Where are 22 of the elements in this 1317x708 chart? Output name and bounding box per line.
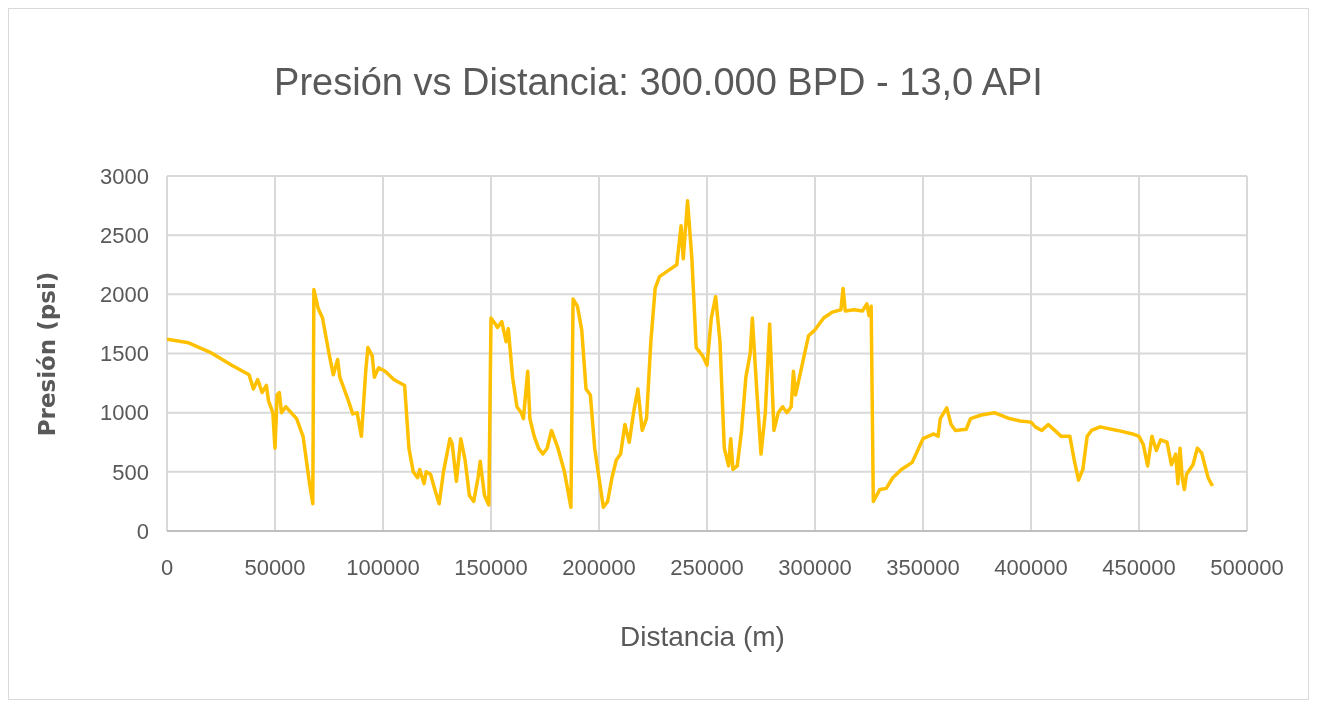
x-tick-label: 450000 [1102, 554, 1176, 580]
chart-title: Presión vs Distancia: 300.000 BPD - 13,0 API [273, 61, 1044, 104]
x-tick-label: 500000 [1210, 554, 1284, 580]
line-series [167, 199, 1215, 510]
x-axis-title: Distancia (m) [619, 621, 786, 653]
x-tick-label: 350000 [886, 554, 960, 580]
y-tick-label: 500 [112, 459, 149, 485]
x-tick-label: 100000 [346, 554, 420, 580]
y-tick-label: 1000 [100, 400, 149, 426]
x-tick-label: 50000 [244, 554, 306, 580]
y-tick-label: 2000 [100, 282, 149, 308]
x-tick-label: 150000 [454, 554, 528, 580]
x-tick-label: 0 [160, 554, 174, 580]
y-tick-label: 1500 [100, 341, 149, 367]
y-axis-title: Presión (psi) [34, 271, 60, 437]
y-tick-label: 2500 [100, 222, 149, 248]
x-tick-label: 300000 [778, 554, 852, 580]
x-tick-label: 250000 [670, 554, 744, 580]
y-tick-label: 0 [136, 518, 149, 544]
y-tick-label: 3000 [100, 163, 149, 189]
x-tick-label: 200000 [562, 554, 636, 580]
x-tick-label: 400000 [994, 554, 1068, 580]
